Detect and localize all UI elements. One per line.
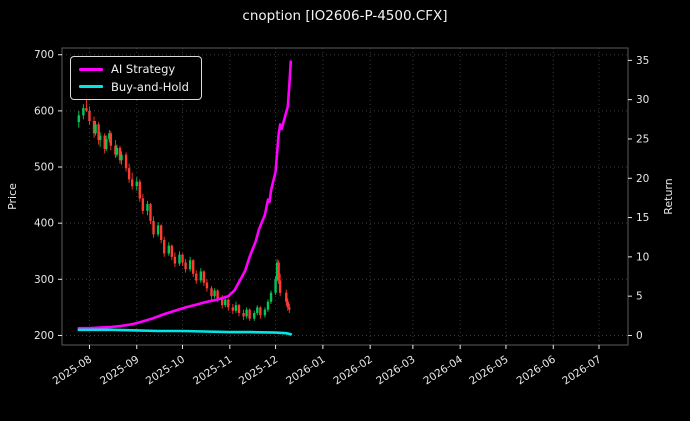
legend-item-buy-and-hold: Buy-and-Hold <box>79 79 189 94</box>
svg-text:5: 5 <box>636 291 643 303</box>
chart-title: cnoption [IO2606-P-4500.CFX] <box>242 8 448 24</box>
svg-text:2026-01: 2026-01 <box>284 353 327 387</box>
svg-text:Return: Return <box>662 178 675 215</box>
svg-text:20: 20 <box>636 173 649 185</box>
svg-text:600: 600 <box>34 105 54 117</box>
svg-text:2026-05: 2026-05 <box>467 353 510 387</box>
svg-text:700: 700 <box>34 49 54 61</box>
legend-item-ai-strategy: AI Strategy <box>79 63 189 76</box>
svg-text:30: 30 <box>636 94 649 106</box>
svg-text:200: 200 <box>34 330 54 342</box>
svg-text:Price: Price <box>6 183 19 210</box>
svg-text:10: 10 <box>636 251 649 263</box>
svg-text:2026-04: 2026-04 <box>421 353 465 387</box>
svg-text:0: 0 <box>636 330 643 342</box>
svg-text:2026-07: 2026-07 <box>560 353 603 387</box>
svg-text:400: 400 <box>34 218 54 230</box>
svg-text:2026-03: 2026-03 <box>374 353 417 387</box>
svg-text:300: 300 <box>34 274 54 286</box>
svg-text:2025-08: 2025-08 <box>51 353 94 387</box>
legend-label-ai-strategy: AI Strategy <box>111 62 176 76</box>
svg-text:2025-11: 2025-11 <box>191 353 234 387</box>
legend: AI Strategy Buy-and-Hold <box>70 56 202 101</box>
svg-text:2026-06: 2026-06 <box>515 353 559 387</box>
svg-text:2025-09: 2025-09 <box>98 353 141 387</box>
svg-text:2026-02: 2026-02 <box>331 353 374 387</box>
svg-text:25: 25 <box>636 133 649 145</box>
legend-label-buy-and-hold: Buy-and-Hold <box>111 79 189 94</box>
svg-text:2025-10: 2025-10 <box>144 353 187 387</box>
svg-text:35: 35 <box>636 55 649 67</box>
svg-text:500: 500 <box>34 162 54 174</box>
ai-strategy-line-swatch <box>79 67 103 71</box>
svg-text:2025-12: 2025-12 <box>237 353 280 387</box>
svg-text:15: 15 <box>636 212 649 224</box>
buy-and-hold-line-swatch <box>79 85 103 89</box>
